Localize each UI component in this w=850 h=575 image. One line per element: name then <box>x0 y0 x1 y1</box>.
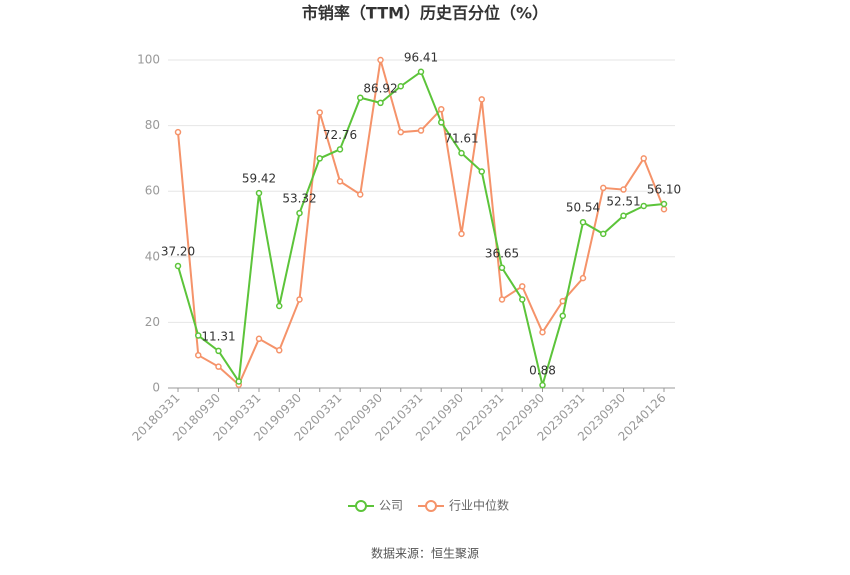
point <box>397 82 404 90</box>
point <box>417 68 425 76</box>
data-label: 59.42 <box>242 172 276 186</box>
point <box>195 351 202 359</box>
point <box>640 202 647 210</box>
legend-marker <box>425 500 437 512</box>
point <box>478 96 485 103</box>
point <box>519 296 526 303</box>
point <box>397 128 404 136</box>
point <box>255 335 263 343</box>
point <box>579 274 587 282</box>
legend-label: 公司 <box>379 499 403 513</box>
point <box>478 168 485 175</box>
point <box>316 155 323 162</box>
point <box>498 264 506 272</box>
data-label: 56.10 <box>647 182 681 196</box>
legend-label: 行业中位数 <box>449 498 509 513</box>
y-tick-label: 20 <box>145 315 160 329</box>
point <box>195 332 202 339</box>
data-label: 37.20 <box>161 244 195 258</box>
point <box>296 209 303 217</box>
data-label: 53.32 <box>282 192 316 206</box>
point <box>438 119 445 126</box>
point <box>296 296 303 303</box>
data-label: 96.41 <box>404 50 438 64</box>
data-label: 50.54 <box>566 201 600 215</box>
point <box>559 312 566 320</box>
point <box>276 302 283 310</box>
series-line <box>177 59 665 387</box>
point <box>660 205 668 213</box>
point <box>458 230 465 238</box>
chart-title: 市销率（TTM）历史百分位（%） <box>302 4 548 23</box>
legend-marker <box>355 500 367 512</box>
point <box>357 191 364 198</box>
data-label: 36.65 <box>485 246 519 260</box>
point <box>579 218 587 226</box>
point <box>255 189 263 197</box>
point <box>377 56 384 64</box>
point <box>357 94 364 101</box>
point <box>276 347 283 354</box>
point <box>417 127 425 134</box>
point <box>600 184 607 192</box>
point <box>620 186 627 193</box>
point <box>316 109 323 116</box>
point <box>215 363 222 370</box>
point <box>539 328 546 336</box>
point <box>377 99 384 107</box>
point <box>174 128 182 136</box>
data-label: 71.61 <box>444 132 478 146</box>
y-tick-label: 100 <box>137 53 160 67</box>
data-label: 11.31 <box>201 329 235 343</box>
y-tick-label: 0 <box>152 381 160 395</box>
legend-item: 行业中位数 <box>418 498 509 513</box>
point <box>458 149 465 157</box>
point <box>498 296 506 303</box>
series-line <box>177 70 665 390</box>
point <box>620 212 627 220</box>
point <box>539 381 546 389</box>
source: 数据来源：恒生聚源 <box>371 546 479 561</box>
y-tick-label: 80 <box>145 118 160 132</box>
data-label: 86.92 <box>363 81 397 95</box>
point <box>336 146 344 153</box>
point <box>559 297 566 305</box>
data-label: 52.51 <box>606 194 640 208</box>
point <box>600 230 607 238</box>
data-label: 0.88 <box>529 364 556 378</box>
point <box>235 378 242 385</box>
point <box>660 200 668 208</box>
legend-item: 公司 <box>348 499 403 513</box>
data-label: 72.76 <box>323 128 357 142</box>
point <box>174 262 182 270</box>
y-tick-label: 40 <box>145 249 160 263</box>
point <box>640 155 647 162</box>
point <box>438 105 445 113</box>
point <box>519 283 526 290</box>
y-tick-label: 60 <box>145 184 160 198</box>
point <box>336 178 344 185</box>
point <box>215 347 222 355</box>
